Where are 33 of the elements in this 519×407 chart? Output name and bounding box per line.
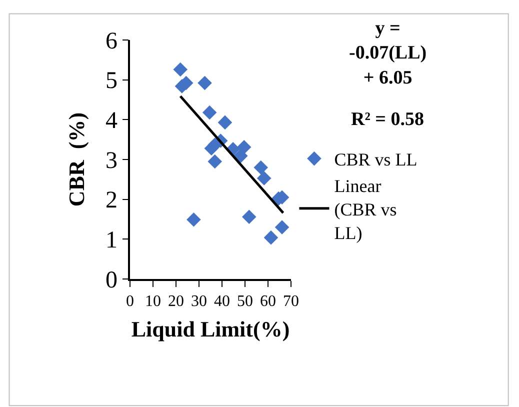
x-tick-label: 70 — [283, 292, 299, 310]
y-tick-label: 3 — [105, 148, 118, 174]
x-tick-label: 40 — [214, 292, 230, 310]
point — [256, 171, 272, 186]
point — [236, 140, 252, 154]
legend-label: Linear (CBR vs LL) — [334, 176, 397, 243]
y-tick-label: 6 — [105, 28, 118, 54]
y-tick-label: 0 — [105, 267, 118, 294]
x-axis-title: Liquid Limit(%) — [131, 316, 290, 342]
point — [242, 210, 256, 224]
x-tick-label: 0 — [126, 292, 134, 310]
y-tick-label: 2 — [105, 188, 118, 214]
point — [202, 105, 217, 120]
x-tick-label: 10 — [145, 292, 161, 310]
point — [274, 220, 290, 234]
point — [186, 212, 201, 227]
x-tick-label: 50 — [237, 292, 253, 310]
y-tick-label: 1 — [105, 228, 118, 254]
point — [254, 160, 268, 175]
text: y = -0.07(LL) + 6.05 — [349, 18, 427, 88]
y-tick-label: 5 — [105, 68, 118, 94]
x-tick-label: 30 — [191, 292, 207, 310]
text: R² = 0.58 — [351, 109, 424, 130]
x-tick-label: 60 — [260, 292, 276, 310]
point — [173, 62, 188, 77]
y-axis-title: CBR (%) — [64, 112, 89, 207]
legend-label: CBR vs LL — [334, 150, 418, 170]
x-tick-label: 20 — [168, 292, 184, 310]
point — [198, 76, 212, 90]
point — [264, 230, 278, 245]
y-tick-label: 4 — [105, 108, 118, 134]
point — [218, 115, 232, 130]
point — [208, 154, 222, 169]
